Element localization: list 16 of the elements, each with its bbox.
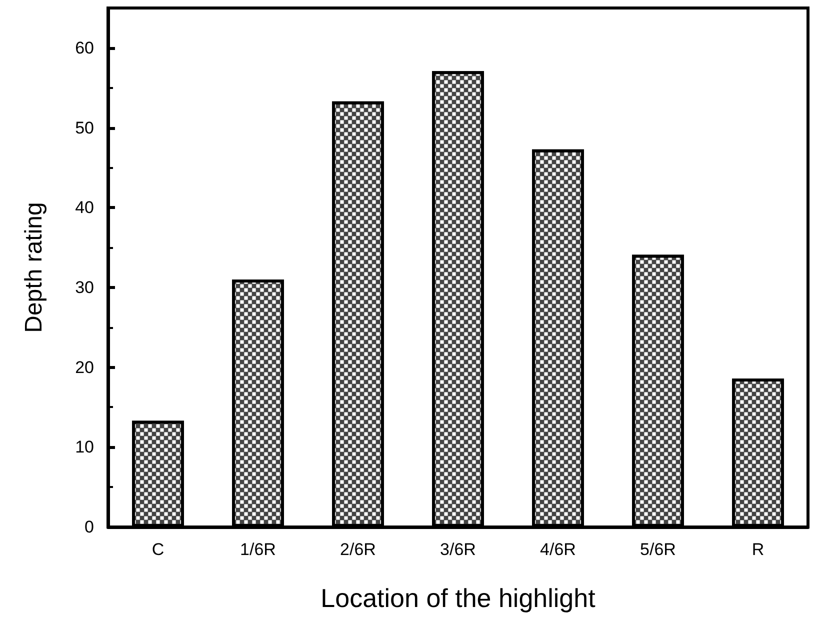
x-tick-label: R [752,540,764,559]
x-tick-label: 2/6R [340,540,376,559]
x-tick-label: 5/6R [640,540,676,559]
y-tick-label: 20 [75,358,94,377]
y-tick-label: 30 [75,278,94,297]
x-tick-label: 4/6R [540,540,576,559]
y-tick-label: 0 [84,518,94,536]
y-axis-title: Depth rating [20,202,48,333]
y-tick-label: 40 [75,198,94,218]
x-tick-label: C [152,540,164,559]
x-tick-label: 1/6R [240,540,276,559]
x-axis-title: Location of the highlight [320,583,596,613]
y-tick-label: 60 [75,38,94,58]
y-tick-label: 10 [75,438,94,457]
x-tick-label: 3/6R [440,540,476,559]
y-tick-label: 50 [75,118,94,138]
